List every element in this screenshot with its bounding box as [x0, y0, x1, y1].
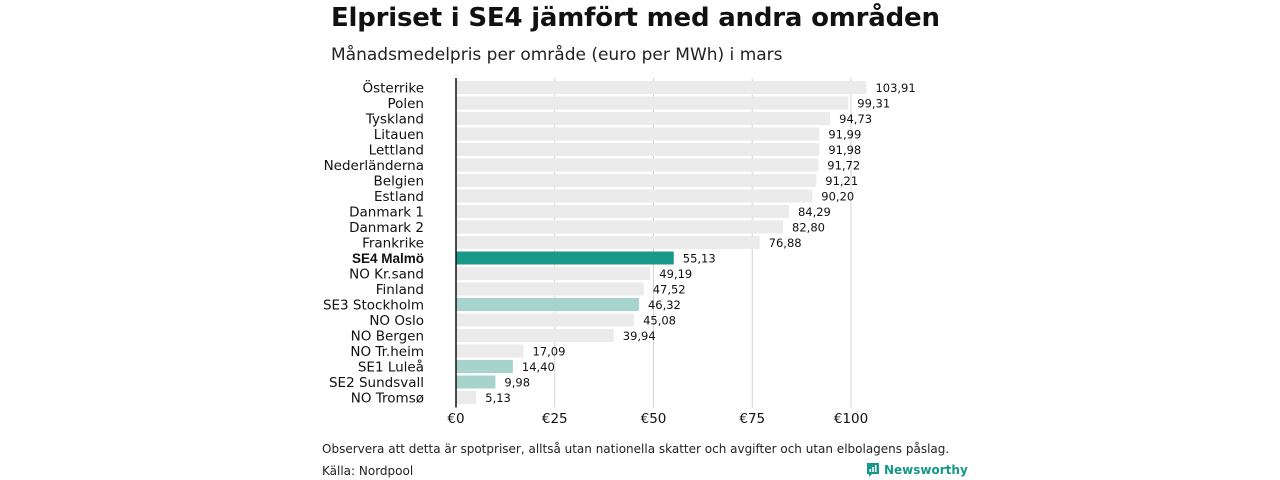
bar: [456, 158, 819, 172]
bar: [456, 143, 820, 156]
value-label: 91,99: [828, 128, 861, 142]
bar: [456, 112, 831, 125]
bar: [456, 391, 477, 404]
brand-name: Newsworthy: [884, 463, 968, 477]
bar: [456, 267, 651, 280]
value-label: 84,29: [798, 205, 831, 219]
bar: [456, 329, 614, 342]
value-label: 47,52: [653, 283, 686, 297]
x-tick-label: €100: [834, 411, 868, 427]
value-label: 9,98: [504, 376, 530, 390]
category-label: Österrike: [362, 79, 424, 97]
category-label: NO Kr.sand: [349, 267, 424, 283]
bar: [456, 298, 639, 311]
value-label: 99,31: [857, 97, 890, 111]
value-label: 39,94: [623, 329, 656, 343]
brand-logo: Newsworthy: [866, 462, 968, 478]
value-label: 94,73: [839, 112, 872, 126]
chart-title: Elpriset i SE4 jämfört med andra områden: [331, 3, 940, 33]
value-label: 91,21: [825, 174, 858, 188]
value-label: 14,40: [522, 360, 555, 374]
value-label: 91,72: [827, 159, 860, 173]
value-label: 91,98: [828, 143, 861, 157]
value-label: 5,13: [485, 391, 511, 405]
category-label: Tyskland: [365, 112, 424, 128]
category-label: Danmark 2: [349, 220, 424, 236]
category-label: NO Oslo: [369, 313, 424, 329]
bar: [456, 236, 760, 249]
category-label: NO Bergen: [351, 329, 424, 345]
bar-chart: ÖsterrikePolenTysklandLitauenLettlandNed…: [323, 78, 916, 427]
value-label: 45,08: [643, 314, 676, 328]
category-label: NO Tr.heim: [350, 344, 424, 360]
bar: [456, 174, 817, 187]
category-label: Belgien: [374, 174, 425, 190]
category-label: Lettland: [369, 143, 424, 159]
category-label: SE1 Luleå: [358, 359, 424, 376]
bar: [456, 96, 849, 110]
bar: [456, 127, 820, 141]
newsworthy-logo-icon: [867, 463, 879, 477]
value-label: 55,13: [683, 252, 716, 266]
category-label: Nederländerna: [324, 158, 424, 174]
bar: [456, 282, 644, 296]
category-label: Polen: [387, 96, 424, 112]
bar: [456, 251, 674, 265]
bar: [456, 81, 867, 94]
x-axis-ticks: €0 €25 €50 €75 €100: [447, 411, 868, 427]
value-label: 103,91: [875, 81, 915, 95]
x-tick-label: €25: [542, 411, 568, 427]
value-label: 76,88: [769, 236, 802, 250]
bar: [456, 205, 789, 218]
value-label: 46,32: [648, 298, 681, 312]
x-tick-label: €50: [641, 411, 667, 427]
category-label: SE4 Malmö: [352, 251, 424, 266]
category-label: SE3 Stockholm: [323, 298, 424, 314]
value-label: 82,80: [792, 221, 825, 235]
category-label: Estland: [374, 189, 424, 205]
value-label: 17,09: [533, 345, 566, 359]
category-label: Danmark 1: [349, 205, 424, 221]
chart-subtitle: Månadsmedelpris per område (euro per MWh…: [331, 45, 783, 65]
category-labels: ÖsterrikePolenTysklandLitauenLettlandNed…: [323, 79, 424, 407]
bar: [456, 313, 635, 327]
category-label: Finland: [376, 282, 424, 298]
category-label: SE2 Sundsvall: [329, 375, 424, 391]
bar: [456, 189, 813, 203]
value-label: 49,19: [659, 267, 692, 281]
bar: [456, 344, 524, 358]
bar: [456, 220, 784, 234]
footnote: Observera att detta är spotpriser, allts…: [322, 442, 950, 456]
x-tick-label: €75: [739, 411, 765, 427]
bars: [456, 81, 867, 404]
value-label: 90,20: [821, 190, 854, 204]
x-tick-label: €0: [447, 411, 464, 427]
category-label: NO Tromsø: [351, 391, 424, 407]
bar: [456, 375, 496, 389]
category-label: Frankrike: [362, 236, 424, 252]
bar: [456, 360, 513, 373]
category-label: Litauen: [374, 127, 424, 143]
source-label: Källa: Nordpool: [322, 464, 414, 478]
